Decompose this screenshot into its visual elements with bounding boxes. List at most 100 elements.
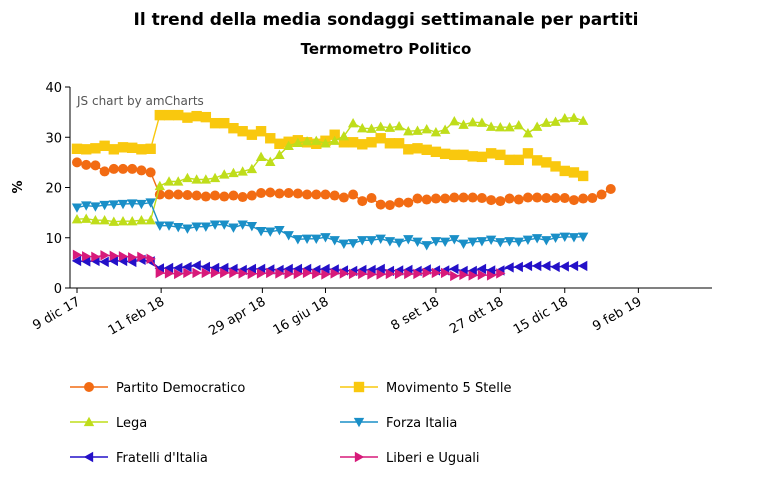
data-point-lega[interactable] xyxy=(237,166,248,176)
data-point-liberi-e-uguali[interactable] xyxy=(367,269,377,280)
data-point-lega[interactable] xyxy=(541,117,552,127)
data-point-partito-democratico[interactable] xyxy=(246,190,257,201)
data-point-lega[interactable] xyxy=(412,125,423,135)
data-point-liberi-e-uguali[interactable] xyxy=(468,270,478,281)
data-point-partito-democratico[interactable] xyxy=(127,163,138,174)
data-point-liberi-e-uguali[interactable] xyxy=(312,268,322,280)
data-point-partito-democratico[interactable] xyxy=(72,157,82,168)
data-point-forza-italia[interactable] xyxy=(191,222,202,232)
data-point-fratelli-d-italia[interactable] xyxy=(568,260,579,272)
data-point-partito-democratico[interactable] xyxy=(200,191,211,202)
data-point-movimento-5-stelle[interactable] xyxy=(577,170,589,182)
data-point-partito-democratico[interactable] xyxy=(513,194,524,205)
data-point-forza-italia[interactable] xyxy=(283,231,294,241)
data-point-movimento-5-stelle[interactable] xyxy=(108,144,120,155)
data-point-partito-democratico[interactable] xyxy=(136,165,147,176)
data-point-movimento-5-stelle[interactable] xyxy=(403,144,414,155)
data-point-fratelli-d-italia[interactable] xyxy=(541,260,551,272)
data-point-movimento-5-stelle[interactable] xyxy=(568,167,580,178)
data-point-lega[interactable] xyxy=(145,214,156,225)
data-point-lega[interactable] xyxy=(136,214,147,225)
data-point-lega[interactable] xyxy=(173,176,184,186)
data-point-movimento-5-stelle[interactable] xyxy=(393,138,405,149)
data-point-partito-democratico[interactable] xyxy=(320,189,331,200)
data-point-liberi-e-uguali[interactable] xyxy=(275,268,285,279)
data-point-movimento-5-stelle[interactable] xyxy=(127,142,138,154)
data-point-partito-democratico[interactable] xyxy=(292,188,303,199)
data-point-fratelli-d-italia[interactable] xyxy=(467,265,477,277)
data-point-movimento-5-stelle[interactable] xyxy=(559,165,570,177)
data-point-lega[interactable] xyxy=(366,123,377,133)
data-point-lega[interactable] xyxy=(531,121,543,131)
data-point-liberi-e-uguali[interactable] xyxy=(496,268,506,279)
data-point-fratelli-d-italia[interactable] xyxy=(108,255,118,267)
data-point-forza-italia[interactable] xyxy=(154,221,166,231)
data-point-lega[interactable] xyxy=(384,122,396,132)
data-point-partito-democratico[interactable] xyxy=(550,193,561,204)
data-point-fratelli-d-italia[interactable] xyxy=(522,260,533,272)
data-point-liberi-e-uguali[interactable] xyxy=(137,251,147,263)
data-point-forza-italia[interactable] xyxy=(265,227,276,237)
legend-marker[interactable] xyxy=(84,382,94,392)
data-point-liberi-e-uguali[interactable] xyxy=(82,251,92,262)
data-point-lega[interactable] xyxy=(71,213,83,224)
data-point-forza-italia[interactable] xyxy=(531,234,543,244)
data-point-forza-italia[interactable] xyxy=(246,222,258,232)
data-point-liberi-e-uguali[interactable] xyxy=(358,268,368,280)
data-point-liberi-e-uguali[interactable] xyxy=(431,267,442,279)
data-point-partito-democratico[interactable] xyxy=(182,190,193,201)
data-point-liberi-e-uguali[interactable] xyxy=(413,268,423,280)
data-point-liberi-e-uguali[interactable] xyxy=(440,267,451,279)
data-point-lega[interactable] xyxy=(393,120,405,131)
data-point-lega[interactable] xyxy=(182,172,193,183)
legend-item-fratelli-d-italia[interactable]: Fratelli d'Italia xyxy=(70,451,208,466)
data-point-fratelli-d-italia[interactable] xyxy=(476,263,487,275)
data-point-forza-italia[interactable] xyxy=(311,234,322,244)
data-point-liberi-e-uguali[interactable] xyxy=(238,268,248,279)
data-point-partito-democratico[interactable] xyxy=(559,193,570,204)
data-point-fratelli-d-italia[interactable] xyxy=(366,264,376,276)
data-point-movimento-5-stelle[interactable] xyxy=(154,109,166,121)
data-point-partito-democratico[interactable] xyxy=(578,193,589,204)
data-point-lega[interactable] xyxy=(338,131,350,141)
data-point-forza-italia[interactable] xyxy=(99,200,110,211)
data-point-liberi-e-uguali[interactable] xyxy=(376,269,386,280)
data-point-lega[interactable] xyxy=(577,115,589,125)
data-point-partito-democratico[interactable] xyxy=(403,197,414,208)
data-point-movimento-5-stelle[interactable] xyxy=(191,110,202,122)
data-point-lega[interactable] xyxy=(485,121,497,131)
data-point-forza-italia[interactable] xyxy=(485,235,497,245)
data-point-fratelli-d-italia[interactable] xyxy=(246,263,257,275)
data-point-fratelli-d-italia[interactable] xyxy=(375,263,385,275)
data-point-movimento-5-stelle[interactable] xyxy=(449,149,460,161)
data-point-lega[interactable] xyxy=(292,137,304,147)
data-point-fratelli-d-italia[interactable] xyxy=(255,263,266,275)
data-point-forza-italia[interactable] xyxy=(200,222,212,232)
data-point-movimento-5-stelle[interactable] xyxy=(531,155,543,166)
data-point-liberi-e-uguali[interactable] xyxy=(229,267,239,279)
legend-item-partito-democratico[interactable]: Partito Democratico xyxy=(70,381,245,396)
data-point-forza-italia[interactable] xyxy=(219,220,230,230)
data-point-liberi-e-uguali[interactable] xyxy=(293,268,304,280)
data-point-lega[interactable] xyxy=(513,119,524,130)
data-point-lega[interactable] xyxy=(550,116,561,126)
data-point-lega[interactable] xyxy=(449,115,460,126)
data-point-forza-italia[interactable] xyxy=(384,237,396,247)
data-point-partito-democratico[interactable] xyxy=(504,193,515,204)
data-point-liberi-e-uguali[interactable] xyxy=(100,250,110,261)
data-point-forza-italia[interactable] xyxy=(292,235,304,245)
data-point-forza-italia[interactable] xyxy=(81,201,92,211)
data-point-fratelli-d-italia[interactable] xyxy=(577,260,588,272)
data-point-partito-democratico[interactable] xyxy=(486,195,497,206)
data-point-fratelli-d-italia[interactable] xyxy=(127,256,137,268)
data-point-lega[interactable] xyxy=(458,119,469,129)
data-point-lega[interactable] xyxy=(283,140,294,150)
data-point-partito-democratico[interactable] xyxy=(596,189,607,200)
data-point-lega[interactable] xyxy=(439,124,451,134)
data-point-forza-italia[interactable] xyxy=(504,237,515,247)
data-point-forza-italia[interactable] xyxy=(375,234,386,244)
data-point-forza-italia[interactable] xyxy=(329,236,340,246)
data-point-lega[interactable] xyxy=(329,135,340,145)
data-point-partito-democratico[interactable] xyxy=(228,190,239,201)
data-point-movimento-5-stelle[interactable] xyxy=(81,144,92,155)
